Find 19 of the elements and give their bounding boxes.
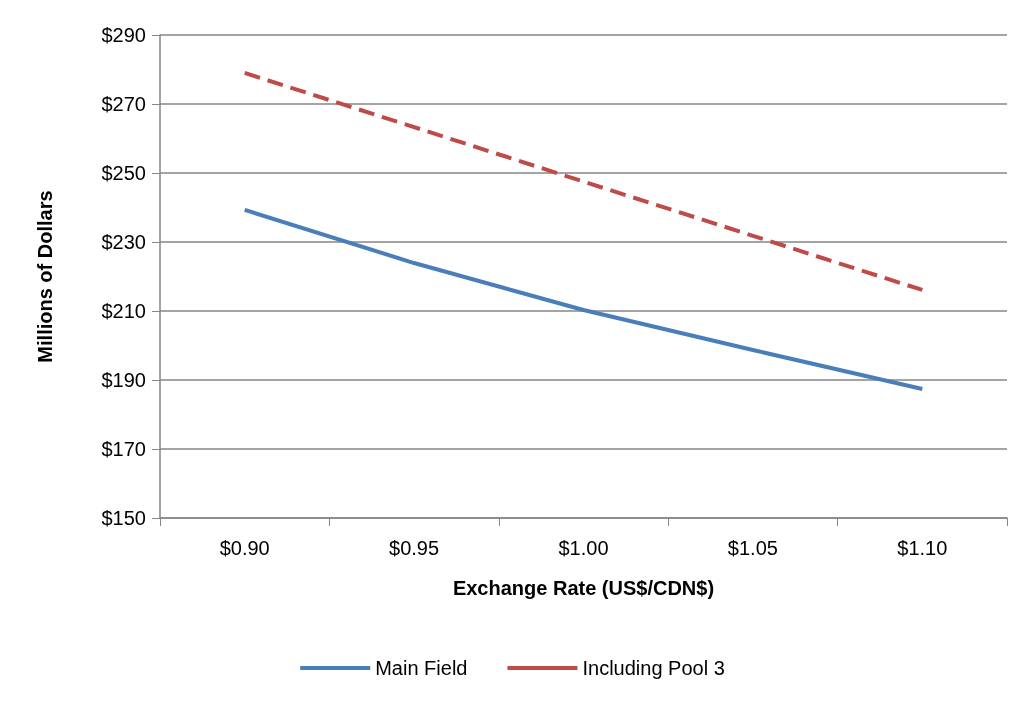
x-tick-label: $1.00 xyxy=(558,537,609,559)
y-tick-label: $210 xyxy=(101,300,146,322)
line-series xyxy=(242,207,925,391)
y-tick-label: $250 xyxy=(101,162,146,184)
y-tick-label: $190 xyxy=(101,369,146,391)
y-tick-label: $290 xyxy=(101,24,146,46)
y-tick-label: $270 xyxy=(101,93,146,115)
x-tick-label: $1.05 xyxy=(727,537,778,559)
x-tick-label: $0.95 xyxy=(389,537,440,559)
x-axis-title: Exchange Rate (US$/CDN$) xyxy=(452,577,715,599)
line-series xyxy=(242,70,925,292)
y-tick-label: $170 xyxy=(101,438,146,460)
legend-label: Including Pool 3 xyxy=(582,657,725,679)
x-tick-label: $0.90 xyxy=(219,537,270,559)
y-tick-label: $150 xyxy=(101,507,146,529)
x-tick-label: $1.10 xyxy=(897,537,948,559)
y-axis-title: Millions of Dollars xyxy=(34,190,56,363)
y-tick-label: $230 xyxy=(101,231,146,253)
legend-label: Main Field xyxy=(375,657,468,679)
